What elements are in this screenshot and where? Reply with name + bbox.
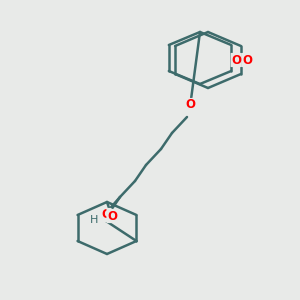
Text: O: O	[185, 98, 195, 112]
Text: O: O	[242, 53, 252, 67]
Text: O: O	[107, 209, 117, 223]
Text: H: H	[90, 215, 98, 225]
Text: O: O	[231, 53, 241, 67]
Text: O: O	[101, 208, 111, 221]
